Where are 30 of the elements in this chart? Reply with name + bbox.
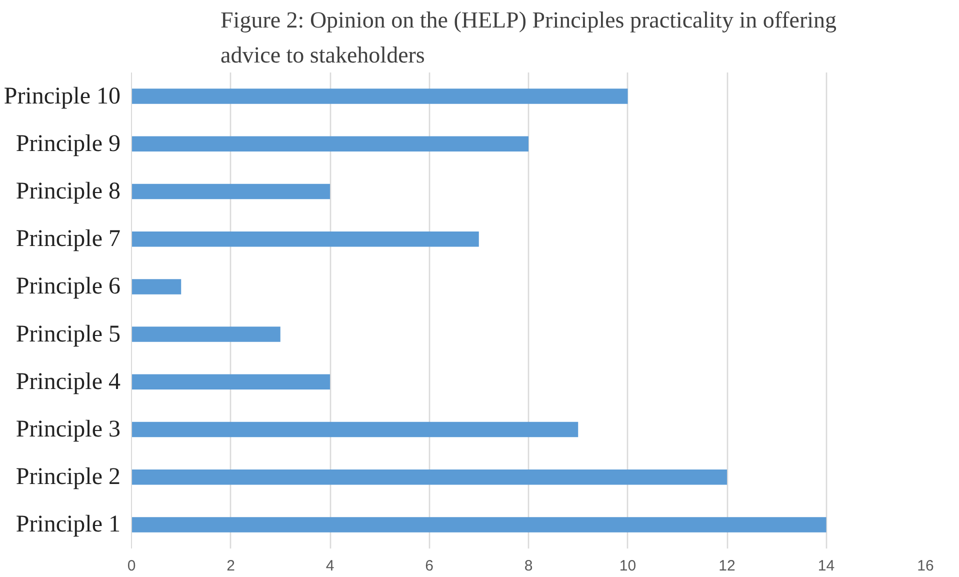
y-tick-label: Principle 2 xyxy=(16,464,121,490)
x-tick-label: 0 xyxy=(127,558,136,574)
chart-title: Figure 2: Opinion on the (HELP) Principles practicality in offering advice to stakeholders xyxy=(220,8,837,68)
bar xyxy=(132,279,182,294)
bar xyxy=(132,136,528,152)
x-tick-label: 2 xyxy=(226,558,235,574)
bar xyxy=(132,184,330,200)
x-tick-label: 10 xyxy=(619,558,636,574)
x-tick-label: 16 xyxy=(917,558,934,574)
x-tick-label: 8 xyxy=(524,558,533,574)
bar xyxy=(132,88,628,104)
y-tick-label: Principle 7 xyxy=(16,226,121,252)
bar xyxy=(132,231,479,247)
bar xyxy=(132,422,578,438)
y-tick-label: Principle 6 xyxy=(16,274,121,300)
bar xyxy=(132,517,826,532)
x-tick-label: 4 xyxy=(326,558,334,574)
y-tick-label: Principle 3 xyxy=(16,416,121,442)
x-tick-label: 14 xyxy=(818,558,835,574)
bar xyxy=(132,326,280,342)
y-tick-label: Principle 8 xyxy=(16,178,121,204)
y-tick-label: Principle 10 xyxy=(4,83,121,110)
x-tick-label: 6 xyxy=(425,558,434,574)
y-tick-label: Principle 1 xyxy=(16,512,121,538)
y-tick-label: Principle 9 xyxy=(16,130,121,157)
bar xyxy=(132,469,727,485)
x-tick-label: 12 xyxy=(718,558,736,574)
y-tick-label: Principle 5 xyxy=(16,321,121,348)
y-tick-label: Principle 4 xyxy=(16,368,121,395)
bar xyxy=(132,374,330,390)
